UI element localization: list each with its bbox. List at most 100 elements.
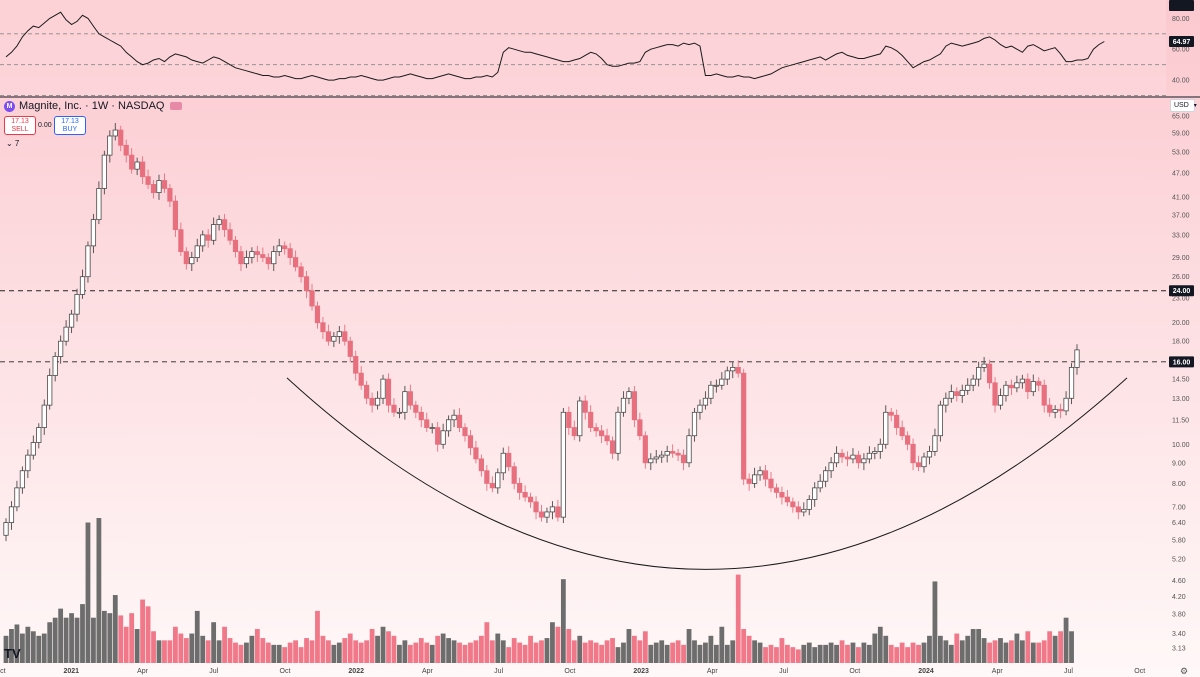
candle-body <box>41 404 47 428</box>
volume-bar <box>506 647 512 663</box>
candle-body <box>418 411 424 421</box>
candle-body <box>823 470 829 482</box>
volume-bar <box>63 617 69 663</box>
buy-button[interactable]: 17.13 BUY <box>54 116 86 135</box>
candle-body <box>932 435 938 452</box>
volume-bar <box>145 606 151 663</box>
candle-body <box>107 135 113 156</box>
candle-body <box>735 367 741 374</box>
currency-selector[interactable]: USD ▾ <box>1170 99 1197 112</box>
volume-bar <box>943 640 949 663</box>
price-tick-13: 14.50 <box>1172 377 1190 384</box>
candle-body <box>435 427 441 445</box>
volume-bar <box>238 644 244 663</box>
price-tick-14: 13.00 <box>1172 396 1190 403</box>
volume-bar <box>101 610 107 663</box>
volume-bar <box>637 640 643 663</box>
candle-body <box>167 188 173 202</box>
volume-bar <box>325 640 331 663</box>
candle-body <box>599 430 605 437</box>
volume-bar <box>703 642 708 663</box>
candle-body <box>150 184 157 193</box>
candle-body <box>19 470 25 489</box>
candle-body <box>615 411 621 454</box>
volume-bar <box>282 647 288 663</box>
volume-bar <box>801 644 807 663</box>
candle-body <box>948 391 954 399</box>
volume-bar <box>615 647 621 663</box>
volume-bar <box>36 635 42 663</box>
candle-body <box>249 251 255 258</box>
volume-bar <box>429 644 435 663</box>
volume-bar <box>1014 633 1020 663</box>
candle-body <box>14 487 20 508</box>
volume-bar <box>358 642 364 663</box>
time-tick-13: 2024 <box>918 668 934 675</box>
time-tick-15: Jul <box>1064 668 1073 675</box>
volume-bar <box>194 610 200 663</box>
candle-body <box>762 470 769 480</box>
volume-bar <box>1025 631 1031 663</box>
volume-bar <box>713 644 719 663</box>
volume-bar <box>413 642 419 663</box>
symbol-title[interactable]: Magnite, Inc. · 1W · NASDAQ <box>19 100 165 112</box>
candle-body <box>320 322 326 333</box>
candle-body <box>1014 382 1020 389</box>
candle-body <box>25 454 31 472</box>
volume-bar <box>1019 640 1025 663</box>
volume-bar <box>916 644 921 663</box>
volume-bar <box>937 635 943 663</box>
time-tick-7: Jul <box>494 668 503 675</box>
candle-body <box>757 470 763 476</box>
sell-button[interactable]: 17.13 SELL <box>4 116 36 135</box>
price-tick-25: 3.80 <box>1172 611 1186 618</box>
candle-body <box>571 427 577 437</box>
volume-bar <box>872 633 878 663</box>
volume-bar <box>304 638 309 663</box>
volume-bar <box>391 635 397 663</box>
volume-bar <box>484 622 490 663</box>
indicators-toggle[interactable]: ⌄ 7 <box>6 139 20 148</box>
volume-bar <box>834 644 839 663</box>
price-level-label-0: 24.00 <box>1173 288 1191 295</box>
candle-body <box>293 257 299 268</box>
rsi-line <box>5 11 1105 81</box>
candle-body <box>926 451 933 458</box>
volume-bar <box>571 640 577 663</box>
candle-body <box>719 378 725 386</box>
time-tick-14: Apr <box>992 668 1004 675</box>
volume-bar <box>19 633 25 663</box>
volume-bar <box>457 642 462 663</box>
symbol-options-icon[interactable] <box>170 102 183 110</box>
candle-body <box>200 234 206 247</box>
time-tick-9: 2023 <box>633 668 649 675</box>
price-tick-0: 65.00 <box>1172 114 1190 121</box>
volume-bar <box>397 644 402 663</box>
candle-body <box>937 404 943 437</box>
volume-bar <box>336 642 342 663</box>
volume-bar <box>440 633 446 663</box>
candle-body <box>369 397 375 406</box>
candle-body <box>413 404 419 413</box>
price-tick-22: 5.20 <box>1172 556 1186 563</box>
candle-body <box>680 454 687 464</box>
tradingview-logo-icon[interactable]: TV <box>4 646 21 661</box>
candle-body <box>538 511 545 518</box>
candle-body <box>691 411 698 437</box>
volume-bar <box>1009 640 1014 663</box>
volume-bar <box>681 644 686 663</box>
volume-bar <box>653 642 659 663</box>
volume-bar <box>216 640 222 663</box>
volume-bar <box>254 629 260 663</box>
spread-value: 0.00 <box>38 122 52 129</box>
volume-bar <box>752 640 758 663</box>
gear-icon[interactable]: ⚙ <box>1180 666 1189 676</box>
rsi-last-value-bg <box>1169 36 1194 48</box>
volume-bar <box>96 518 102 663</box>
volume-bar <box>435 635 441 663</box>
price-tick-17: 9.00 <box>1172 460 1186 467</box>
volume-bar <box>593 642 599 663</box>
volume-bar <box>80 604 85 663</box>
candle-body <box>697 404 703 413</box>
